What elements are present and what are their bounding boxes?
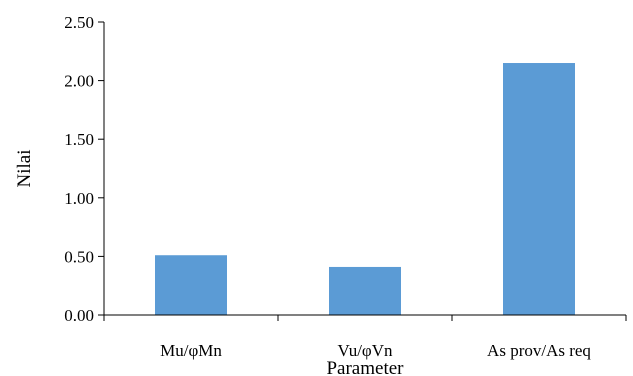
bar-1 <box>329 266 401 315</box>
y-tick-label: 1.00 <box>64 189 94 208</box>
y-axis-ticks: 0.00 0.50 1.00 1.50 2.00 2.50 <box>64 13 104 325</box>
y-tick-label: 0.00 <box>64 306 94 325</box>
x-tick-label: Mu/φMn <box>160 341 222 360</box>
y-tick-label: 1.50 <box>64 130 94 149</box>
bar-0 <box>155 255 227 315</box>
y-tick-label: 2.00 <box>64 72 94 91</box>
y-tick-label: 0.50 <box>64 247 94 266</box>
x-axis-title: Parameter <box>326 358 404 376</box>
y-tick-label: 2.50 <box>64 13 94 32</box>
bar-2 <box>503 63 575 315</box>
x-axis-ticks: Mu/φMn Vu/φVn As prov/As req <box>103 315 627 360</box>
bars-group <box>155 63 575 315</box>
x-tick-label: Vu/φVn <box>337 341 393 360</box>
x-tick-label: As prov/As req <box>487 341 591 360</box>
y-axis-title: Nilai <box>14 150 35 188</box>
axes-group <box>103 22 626 316</box>
